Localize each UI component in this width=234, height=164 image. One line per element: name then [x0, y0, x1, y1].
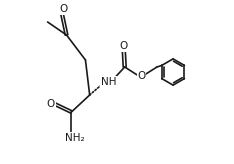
Text: O: O	[59, 4, 68, 14]
Text: O: O	[119, 41, 128, 51]
Text: O: O	[137, 71, 146, 81]
Text: NH₂: NH₂	[65, 133, 84, 143]
Text: NH: NH	[101, 77, 116, 87]
Text: O: O	[47, 99, 55, 109]
